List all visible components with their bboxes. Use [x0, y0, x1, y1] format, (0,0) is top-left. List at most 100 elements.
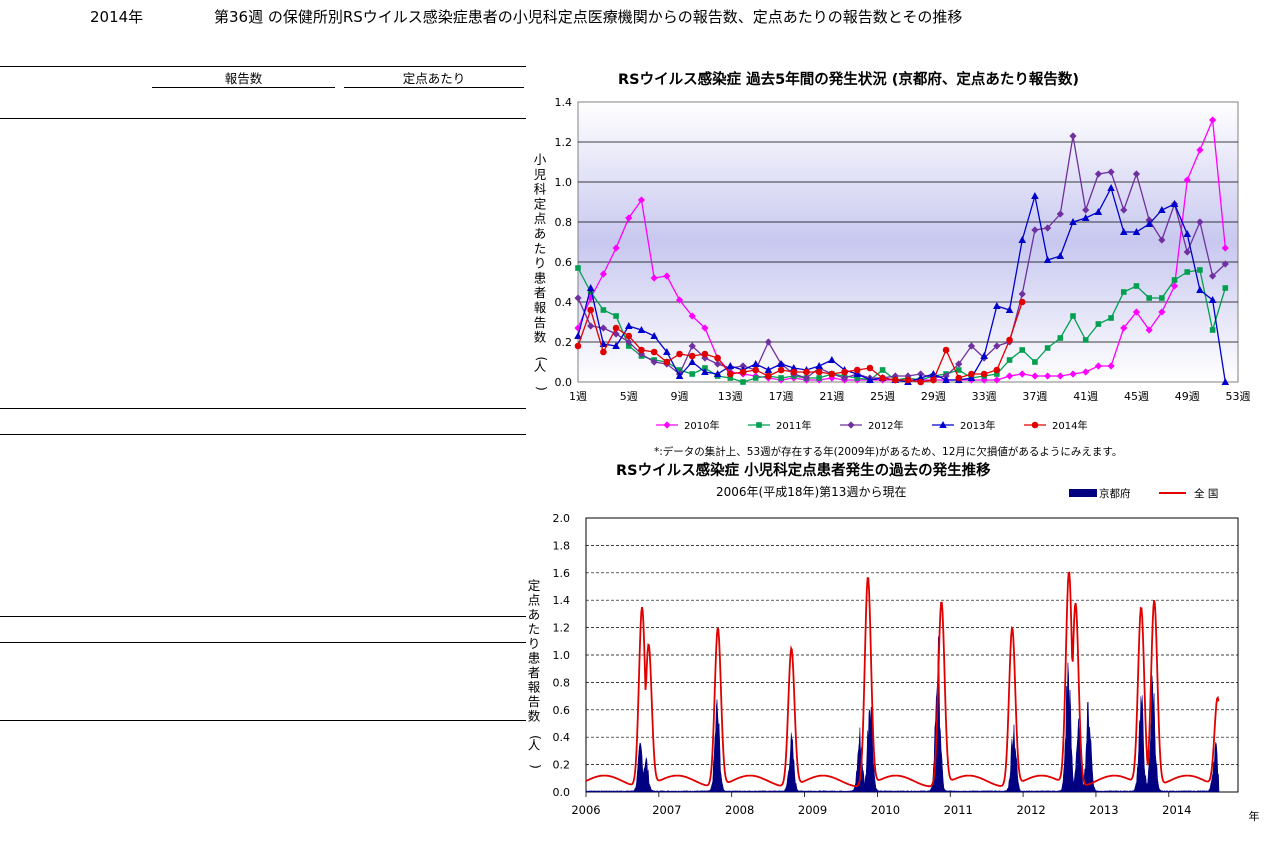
- data-point: [689, 371, 696, 377]
- data-point: [955, 374, 963, 382]
- data-point: [587, 289, 594, 295]
- data-point: [1082, 206, 1090, 214]
- table-rule: [0, 434, 526, 435]
- data-point: [1145, 220, 1153, 227]
- data-point: [1082, 368, 1090, 376]
- data-point: [778, 375, 784, 381]
- x-tick-label: 2010: [871, 803, 900, 817]
- data-point: [625, 343, 632, 349]
- data-point: [1159, 295, 1165, 301]
- x-tick-label: 37週: [1022, 390, 1047, 403]
- data-point: [714, 354, 721, 362]
- data-point: [727, 370, 734, 378]
- data-point: [587, 306, 594, 314]
- data-point: [1171, 277, 1178, 283]
- data-point: [625, 214, 633, 222]
- x-tick-label: 1週: [569, 390, 587, 403]
- y-tick-label: 2.0: [553, 512, 571, 525]
- table-rule: [0, 408, 526, 409]
- data-point: [739, 368, 747, 376]
- data-point: [663, 421, 671, 429]
- x-tick-label: 2006: [571, 803, 600, 817]
- data-point: [917, 378, 924, 386]
- data-point: [1095, 321, 1102, 327]
- x-tick-label: 2007: [652, 803, 681, 817]
- data-point: [1056, 372, 1064, 380]
- data-point: [675, 372, 684, 379]
- data-point: [993, 366, 1001, 374]
- data-point: [727, 375, 734, 381]
- data-point: [688, 352, 696, 360]
- data-point: [1183, 176, 1191, 184]
- y-axis-label: 定点あたり患者報告数(人): [528, 578, 544, 769]
- data-point: [1196, 286, 1204, 293]
- x-tick-label: 2008: [725, 803, 754, 817]
- data-point: [650, 274, 658, 282]
- legend-label: 2013年: [960, 419, 995, 432]
- data-point: [1119, 228, 1128, 235]
- data-point: [828, 356, 836, 363]
- data-point: [675, 296, 684, 304]
- title-text: 第36週 の保健所別RSウイルス感染症患者の小児科定点医療機関からの報告数、定点…: [214, 8, 963, 26]
- data-point: [624, 322, 633, 329]
- data-point: [663, 358, 671, 366]
- data-point: [574, 342, 582, 350]
- data-point: [967, 374, 976, 381]
- data-point: [1108, 315, 1114, 321]
- y-tick-label: 1.8: [553, 539, 571, 552]
- data-point: [574, 294, 582, 302]
- series-line: [577, 267, 1226, 383]
- data-point: [815, 368, 823, 376]
- data-point: [613, 313, 619, 319]
- x-tick-label: 2013: [1089, 803, 1118, 817]
- data-point: [879, 374, 886, 382]
- data-point: [1107, 184, 1115, 191]
- table-rule: [0, 642, 526, 643]
- data-point: [650, 332, 658, 339]
- x-tick-label: 13週: [718, 390, 743, 403]
- x-tick-label: 2009: [798, 803, 827, 817]
- data-point: [1018, 370, 1026, 378]
- legend-label: 2011年: [776, 419, 811, 432]
- x-tick-label: 53週: [1226, 390, 1251, 403]
- data-point: [1005, 306, 1014, 313]
- legend: 京都府 全 国: [1069, 487, 1218, 500]
- data-point: [676, 350, 683, 358]
- y-tick-label: 1.0: [553, 649, 571, 662]
- y-tick-label: 1.2: [553, 622, 571, 635]
- y-tick-label: 0.2: [553, 759, 571, 772]
- legend-swatch: [1069, 489, 1097, 497]
- data-point: [1209, 272, 1217, 280]
- data-point: [600, 307, 607, 313]
- data-point: [751, 360, 760, 367]
- data-point: [587, 322, 595, 330]
- data-point: [1146, 295, 1152, 301]
- data-point: [637, 196, 646, 204]
- data-point: [854, 375, 861, 381]
- data-point: [1183, 230, 1192, 237]
- y-tick-label: 1.6: [553, 567, 571, 580]
- x-tick-label: 45週: [1124, 390, 1149, 403]
- data-point: [726, 362, 735, 369]
- data-point: [815, 362, 823, 369]
- data-point: [1094, 208, 1103, 215]
- legend-item: 2014年: [1024, 419, 1087, 432]
- data-point: [1044, 372, 1052, 380]
- data-point: [892, 376, 899, 384]
- series-kyoto-area: [585, 636, 1220, 793]
- data-point: [701, 368, 709, 375]
- data-point: [574, 332, 582, 339]
- data-point: [638, 346, 645, 354]
- data-point: [1082, 337, 1089, 343]
- table-rule: [0, 720, 526, 721]
- x-tick-label: 33週: [972, 390, 997, 403]
- data-point: [650, 348, 658, 356]
- data-point: [663, 272, 671, 280]
- data-point: [1107, 362, 1115, 370]
- group-header-per-sentinel: 定点あたり: [402, 71, 466, 86]
- y-tick-label: 0.6: [555, 256, 573, 269]
- y-tick-label: 0.8: [553, 676, 571, 689]
- data-point: [1018, 236, 1027, 243]
- data-point: [789, 364, 798, 371]
- y-tick-label: 1.4: [555, 96, 573, 109]
